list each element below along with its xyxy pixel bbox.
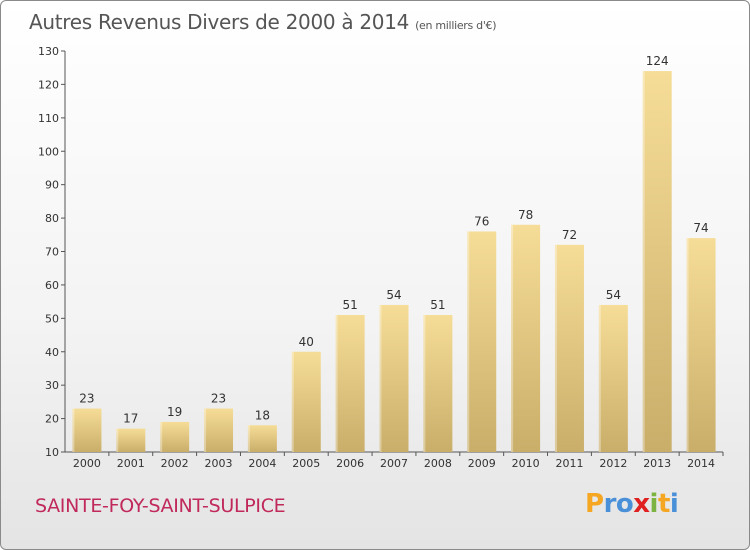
bar-value-label: 23 [211,392,226,406]
bar-value-label: 19 [167,405,182,419]
bar-value-label: 74 [693,221,708,235]
logo-letter: t [657,489,670,519]
logo-letter: i [669,489,679,519]
logo-letter: x [633,489,650,519]
bar-highlight [379,304,382,452]
bar-value-label: 40 [299,335,314,349]
x-tick-label: 2013 [643,457,671,470]
bar [335,314,365,452]
bar-value-label: 76 [474,214,489,228]
bar [72,408,102,452]
bar-value-label: 72 [562,228,577,242]
y-tick-label: 10 [45,446,59,459]
bar-highlight [291,351,294,452]
bar [642,71,672,453]
y-tick-label: 50 [45,312,59,325]
x-tick-label: 2006 [336,457,364,470]
chart-title-unit: (en milliers d'€) [415,19,497,32]
bar-value-label: 51 [342,298,357,312]
y-tick-label: 20 [45,413,59,426]
bar-highlight [160,421,163,452]
bar [204,408,234,452]
x-tick-label: 2001 [117,457,145,470]
y-tick-label: 30 [45,379,59,392]
logo-letter: P [585,489,604,519]
x-tick-label: 2009 [468,457,496,470]
logo-letter: o [615,489,634,519]
chart-title-text: Autres Revenus Divers de 2000 à 2014 [29,10,410,34]
logo-letter: r [603,489,617,519]
x-tick-label: 2014 [687,457,715,470]
y-tick-label: 120 [38,78,59,91]
x-tick-label: 2002 [161,457,189,470]
bar-value-label: 18 [255,408,270,422]
location-name: SAINTE-FOY-SAINT-SULPICE [35,495,286,517]
x-tick-label: 2008 [424,457,452,470]
bar [160,421,190,452]
bar-value-label: 17 [123,412,138,426]
bar [247,425,277,452]
x-tick-label: 2005 [292,457,320,470]
proxiti-logo: Proxiti [585,489,679,519]
bar-value-label: 51 [430,298,445,312]
bar-highlight [642,71,645,453]
y-tick-label: 100 [38,145,59,158]
bar-value-label: 124 [646,54,669,68]
x-tick-label: 2000 [73,457,101,470]
x-tick-label: 2010 [512,457,540,470]
bar [554,244,584,452]
bar-highlight [554,244,557,452]
bar-value-label: 54 [606,288,621,302]
bar [423,314,453,452]
y-tick-label: 70 [45,246,59,259]
bar-highlight [204,408,207,452]
x-tick-label: 2007 [380,457,408,470]
bar [598,304,628,452]
y-tick-label: 80 [45,212,59,225]
bar-value-label: 78 [518,208,533,222]
bar-highlight [116,428,119,452]
x-tick-label: 2012 [599,457,627,470]
bar-highlight [423,314,426,452]
y-tick-label: 110 [38,112,59,125]
bar-highlight [467,231,470,452]
bar [511,224,541,452]
bar [686,238,716,452]
bar [379,304,409,452]
x-tick-label: 2004 [248,457,276,470]
y-tick-label: 90 [45,179,59,192]
bar [467,231,497,452]
bar-highlight [686,238,689,452]
logo-letter: i [649,489,659,519]
bar-highlight [598,304,601,452]
y-tick-label: 40 [45,346,59,359]
bar-value-label: 23 [79,392,94,406]
x-tick-label: 2011 [555,457,583,470]
chart-title: Autres Revenus Divers de 2000 à 2014 (en … [29,10,497,34]
bar-highlight [335,314,338,452]
bar-value-label: 54 [386,288,401,302]
bar [116,428,146,452]
bar-highlight [511,224,514,452]
y-tick-label: 130 [38,45,59,58]
x-tick-label: 2003 [205,457,233,470]
y-tick-label: 60 [45,279,59,292]
bar-highlight [247,425,250,452]
bar-highlight [72,408,75,452]
bar [291,351,321,452]
